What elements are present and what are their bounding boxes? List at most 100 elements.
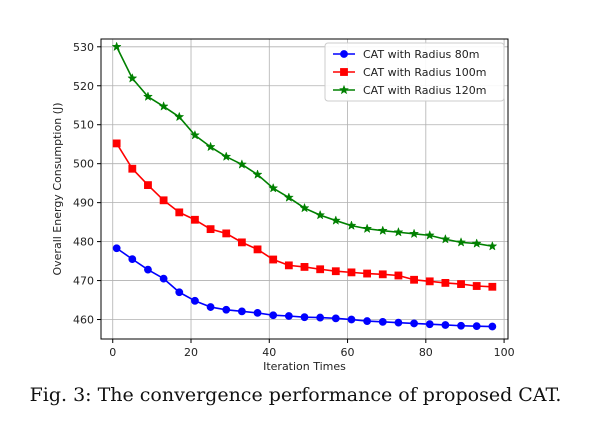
series-0 xyxy=(112,244,497,331)
data-point xyxy=(455,237,467,247)
legend-marker xyxy=(340,68,348,76)
legend-frame xyxy=(324,42,505,102)
figure-caption: Fig. 3: The convergence performance of p… xyxy=(29,384,562,406)
data-point xyxy=(471,238,482,248)
data-point xyxy=(347,315,356,324)
data-point xyxy=(253,245,262,254)
data-point xyxy=(409,228,420,239)
legend-marker xyxy=(340,50,348,58)
data-point xyxy=(174,111,185,122)
data-point xyxy=(112,139,121,148)
x-tick-label: 40 xyxy=(262,346,276,359)
legend-label: CAT with Radius 80m xyxy=(363,48,480,61)
data-point xyxy=(299,202,310,213)
data-point xyxy=(424,230,435,240)
data-point xyxy=(472,282,481,290)
data-point xyxy=(284,261,293,270)
data-point xyxy=(191,215,199,224)
data-point xyxy=(221,151,232,161)
data-point xyxy=(128,164,137,173)
data-point xyxy=(378,270,387,279)
data-point xyxy=(144,265,152,274)
data-point xyxy=(378,317,387,326)
x-tick-label: 60 xyxy=(341,346,355,359)
data-point xyxy=(236,159,247,169)
data-point xyxy=(128,255,137,264)
y-tick-label: 530 xyxy=(73,41,94,54)
data-point xyxy=(283,192,294,202)
data-point xyxy=(206,225,215,234)
data-point xyxy=(269,255,278,264)
data-point xyxy=(331,314,340,323)
data-point xyxy=(284,312,293,320)
data-point xyxy=(158,101,169,111)
legend-item: CAT with Radius 100m xyxy=(333,66,487,79)
data-point xyxy=(237,307,246,316)
data-point xyxy=(222,305,231,314)
data-point xyxy=(346,220,357,230)
data-point xyxy=(488,282,497,291)
legend-label: CAT with Radius 100m xyxy=(363,66,487,79)
data-point xyxy=(222,229,231,238)
data-point xyxy=(363,269,372,278)
data-point xyxy=(457,321,465,330)
ticks: 0 20 40 60 80 100 460 470 480 490 500 510 520 530 xyxy=(73,41,515,359)
legend-label: CAT with Radius 120m xyxy=(363,84,487,97)
data-point xyxy=(300,263,309,271)
y-tick-label: 470 xyxy=(73,275,94,288)
data-point xyxy=(393,226,404,237)
data-point xyxy=(144,181,152,190)
data-point xyxy=(316,265,325,274)
x-tick-label: 0 xyxy=(109,346,116,359)
data-point xyxy=(363,317,372,325)
data-point xyxy=(175,208,184,217)
x-axis-label: Iteration Times xyxy=(263,360,346,373)
data-point xyxy=(159,274,168,283)
data-point xyxy=(127,73,138,83)
data-point xyxy=(159,196,168,205)
data-point xyxy=(394,271,403,280)
data-point xyxy=(191,296,199,305)
data-point xyxy=(362,223,373,234)
y-tick-label: 520 xyxy=(73,80,94,93)
data-point xyxy=(237,238,246,247)
data-point xyxy=(377,225,388,235)
data-point xyxy=(330,215,341,225)
data-point xyxy=(142,91,154,101)
legend-marker xyxy=(338,84,350,95)
data-point xyxy=(440,233,451,244)
y-tick-label: 500 xyxy=(73,158,94,171)
data-point xyxy=(253,308,262,317)
legend: CAT with Radius 80m CAT with Radius 100m C… xyxy=(324,42,505,102)
data-point xyxy=(112,244,121,253)
data-point xyxy=(441,278,450,287)
data-point xyxy=(269,311,278,320)
data-point xyxy=(425,320,434,329)
data-point xyxy=(457,280,465,288)
data-point xyxy=(410,275,418,284)
data-point xyxy=(268,182,279,193)
data-point xyxy=(410,319,418,328)
series-1 xyxy=(112,139,497,291)
legend-item: CAT with Radius 120m xyxy=(333,84,487,97)
data-point xyxy=(316,313,325,322)
data-point xyxy=(394,318,403,327)
y-tick-label: 460 xyxy=(73,314,94,327)
data-point xyxy=(488,322,497,331)
y-axis-label: Overall Energy Consumption (J) xyxy=(51,103,64,276)
y-tick-label: 480 xyxy=(73,236,94,249)
x-tick-label: 100 xyxy=(494,346,515,359)
x-tick-label: 20 xyxy=(184,346,198,359)
data-point xyxy=(189,129,200,140)
data-point xyxy=(425,277,434,286)
data-point xyxy=(331,267,340,276)
data-point xyxy=(472,322,481,331)
data-point xyxy=(111,41,122,52)
y-tick-label: 490 xyxy=(73,197,94,210)
data-point xyxy=(441,321,450,329)
data-point xyxy=(300,313,309,322)
data-point xyxy=(347,268,356,277)
data-point xyxy=(206,303,215,311)
data-point xyxy=(205,141,216,152)
